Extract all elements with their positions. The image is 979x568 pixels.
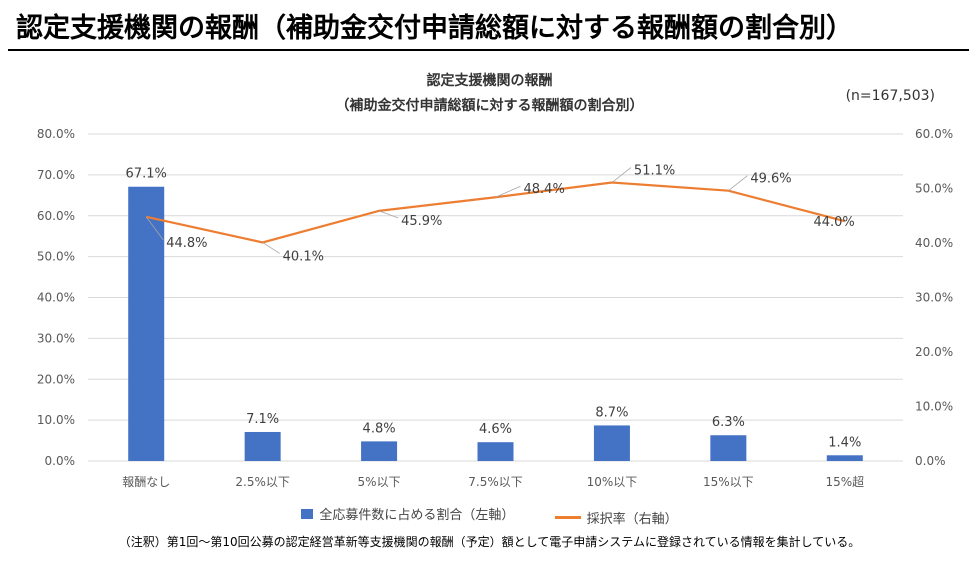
left-axis-tick-label: 60.0% <box>37 209 75 223</box>
line-data-label: 45.9% <box>401 214 442 229</box>
chart-subtitle: （補助金交付申請総額に対する報酬額の割合別） <box>335 98 644 114</box>
right-axis-tick-label: 10.0% <box>915 400 953 414</box>
right-axis-tick-label: 50.0% <box>915 182 953 196</box>
legend-line-swatch <box>554 515 581 519</box>
legend-bar-swatch <box>301 508 314 519</box>
left-axis-tick-label: 40.0% <box>37 291 75 305</box>
right-axis-tick-label: 60.0% <box>915 127 953 141</box>
chart-legend: 全応募件数に占める割合（左軸） 採択率（右軸） <box>0 504 979 527</box>
page-title: 認定支援機関の報酬（補助金交付申請総額に対する報酬額の割合別） <box>16 13 853 44</box>
legend-line-label: 採択率（右軸） <box>586 511 678 527</box>
legend-item-line: 採択率（右軸） <box>554 508 678 527</box>
x-axis-category-label: 15%以下 <box>703 475 754 489</box>
footnote: （注釈）第1回〜第10回公募の認定経営革新等支援機関の報酬（予定）額として電子申… <box>118 535 861 549</box>
line-data-label: 44.0% <box>813 215 854 230</box>
right-axis-tick-label: 40.0% <box>915 236 953 250</box>
left-axis-tick-label: 10.0% <box>37 413 75 427</box>
bar <box>477 442 514 461</box>
left-axis-tick-label: 80.0% <box>37 127 75 141</box>
bar <box>593 425 630 461</box>
line-label-leader <box>378 210 399 219</box>
left-axis-tick-label: 20.0% <box>37 372 75 386</box>
left-axis-tick-label: 50.0% <box>37 250 75 264</box>
line-data-label: 48.4% <box>524 182 565 197</box>
left-axis-tick-label: 0.0% <box>45 454 76 468</box>
line-label-leader <box>611 167 632 183</box>
x-axis-category-label: 10%以下 <box>587 475 638 489</box>
x-axis-category-label: 5%以下 <box>358 475 401 489</box>
line-label-leader <box>495 185 521 198</box>
x-axis-category-label: 15%超 <box>825 474 864 489</box>
bar <box>244 431 281 461</box>
bar <box>361 441 398 461</box>
bar-data-label: 67.1% <box>126 167 167 182</box>
bar-data-label: 4.8% <box>363 421 396 436</box>
bar <box>710 435 747 461</box>
sample-size-label: (n=167,503) <box>845 88 935 104</box>
combo-chart: 0.0% 10.0% 20.0% 30.0% 40.0% 50.0% 60.0% 70.0% 8… <box>37 127 953 489</box>
bar-data-label: 1.4% <box>828 435 861 450</box>
line-label-leader <box>728 175 748 191</box>
title-underline <box>8 49 969 51</box>
chart-title: 認定支援機関の報酬 <box>426 73 553 89</box>
bar-data-label: 4.6% <box>479 422 512 437</box>
bar-data-label: 6.3% <box>712 415 745 430</box>
bar <box>128 186 165 461</box>
line-label-leader <box>262 242 280 254</box>
x-axis-category-label: 報酬なし <box>122 475 170 489</box>
legend-bar-label: 全応募件数に占める割合（左軸） <box>319 508 515 523</box>
bar-data-label: 8.7% <box>595 405 628 420</box>
right-axis-tick-label: 0.0% <box>915 454 946 468</box>
x-axis-category-label: 7.5%以下 <box>468 475 523 489</box>
bar <box>826 455 863 461</box>
bar-data-label: 7.1% <box>246 412 279 427</box>
right-axis-tick-label: 30.0% <box>915 291 953 305</box>
line-series <box>145 181 846 244</box>
left-axis-tick-label: 30.0% <box>37 331 75 345</box>
line-label-leader <box>145 216 164 241</box>
line-data-label: 40.1% <box>283 249 324 264</box>
left-axis-tick-label: 70.0% <box>37 168 75 182</box>
line-data-label: 49.6% <box>750 172 791 187</box>
right-axis-tick-label: 20.0% <box>915 345 953 359</box>
line-data-label: 51.1% <box>634 164 675 179</box>
line-data-label: 44.8% <box>166 236 207 251</box>
legend-item-bar: 全応募件数に占める割合（左軸） <box>301 504 514 523</box>
x-axis-category-label: 2.5%以下 <box>235 475 290 489</box>
